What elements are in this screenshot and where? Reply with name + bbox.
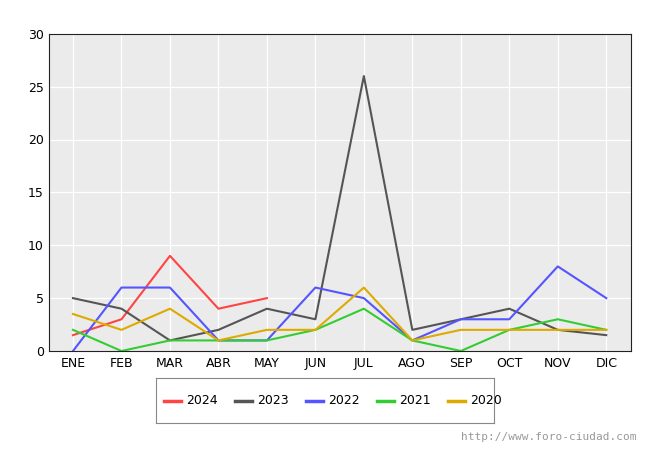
Text: http://www.foro-ciudad.com: http://www.foro-ciudad.com <box>462 432 637 442</box>
Text: 2020: 2020 <box>471 394 502 407</box>
Text: 2024: 2024 <box>187 394 218 407</box>
Text: 2022: 2022 <box>328 394 360 407</box>
Text: Matriculaciones de Vehiculos en Quer: Matriculaciones de Vehiculos en Quer <box>142 7 508 27</box>
Text: 2021: 2021 <box>399 394 431 407</box>
Text: 2023: 2023 <box>257 394 289 407</box>
